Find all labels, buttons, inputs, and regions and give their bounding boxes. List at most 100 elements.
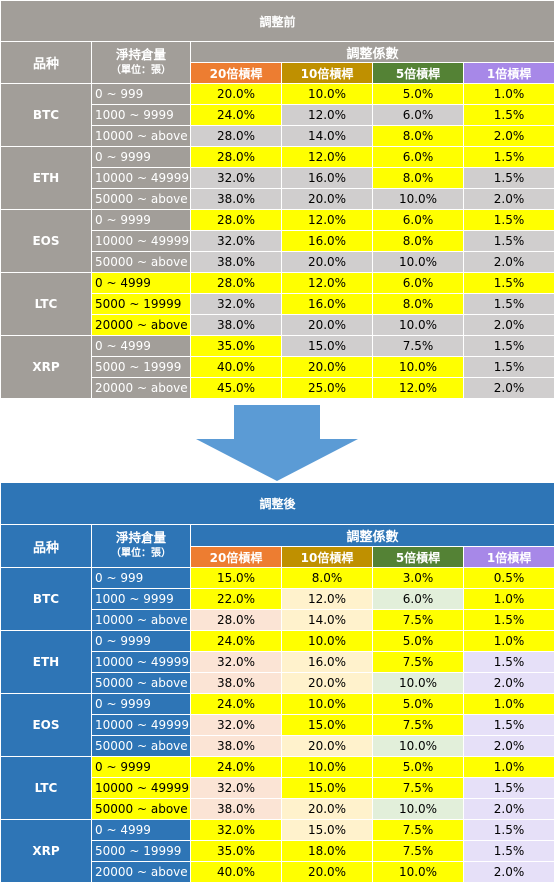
factor-value: 10.0%: [373, 189, 464, 210]
factor-value: 1.5%: [464, 778, 554, 799]
leverage-header: 5倍槓桿: [373, 63, 464, 84]
position-range: 5000 ~ 19999: [92, 841, 191, 862]
factor-value: 38.0%: [191, 673, 282, 694]
factor-value: 32.0%: [191, 168, 282, 189]
factor-value: 1.5%: [464, 652, 554, 673]
factor-value: 38.0%: [191, 799, 282, 820]
factor-value: 15.0%: [282, 715, 373, 736]
header-row: 品种淨持倉量（單位：張）調整係數: [1, 525, 554, 547]
before-title: 調整前: [1, 1, 554, 42]
factor-value: 10.0%: [282, 757, 373, 778]
factor-value: 14.0%: [282, 126, 373, 147]
position-range: 10000 ~ 49999: [92, 652, 191, 673]
coin-header: 品种: [1, 42, 92, 84]
factor-value: 0.5%: [464, 568, 554, 589]
factor-value: 10.0%: [373, 315, 464, 336]
coin-name: ETH: [1, 631, 92, 694]
factor-value: 8.0%: [373, 294, 464, 315]
factor-value: 1.5%: [464, 231, 554, 252]
factor-value: 1.0%: [464, 589, 554, 610]
position-range: 5000 ~ 19999: [92, 357, 191, 378]
factor-value: 28.0%: [191, 126, 282, 147]
leverage-header: 1倍槓桿: [464, 63, 554, 84]
factor-value: 1.5%: [464, 105, 554, 126]
factor-value: 32.0%: [191, 294, 282, 315]
factor-value: 10.0%: [373, 252, 464, 273]
after-title: 調整後: [1, 483, 554, 525]
position-range: 50000 ~ above: [92, 736, 191, 757]
factor-value: 32.0%: [191, 778, 282, 799]
factor-value: 15.0%: [191, 568, 282, 589]
position-range: 0 ~ 999: [92, 84, 191, 105]
position-range: 50000 ~ above: [92, 189, 191, 210]
position-header-label: 淨持倉量: [92, 47, 190, 63]
factor-value: 16.0%: [282, 168, 373, 189]
position-unit-label: （單位：張）: [92, 546, 190, 562]
coin-name: BTC: [1, 568, 92, 631]
factor-value: 2.0%: [464, 252, 554, 273]
factor-value: 1.5%: [464, 210, 554, 231]
position-range: 0 ~ 9999: [92, 147, 191, 168]
factor-value: 20.0%: [282, 252, 373, 273]
factor-value: 7.5%: [373, 778, 464, 799]
factor-value: 2.0%: [464, 736, 554, 757]
factor-value: 15.0%: [282, 336, 373, 357]
factor-value: 28.0%: [191, 610, 282, 631]
factor-value: 38.0%: [191, 189, 282, 210]
factor-value: 18.0%: [282, 841, 373, 862]
header-row: 品种淨持倉量（單位：張）調整係數: [1, 42, 554, 63]
leverage-header: 10倍槓桿: [282, 63, 373, 84]
coin-name: ETH: [1, 147, 92, 210]
factor-value: 7.5%: [373, 610, 464, 631]
factor-value: 15.0%: [282, 778, 373, 799]
factor-value: 6.0%: [373, 210, 464, 231]
factor-value: 28.0%: [191, 147, 282, 168]
factor-value: 35.0%: [191, 336, 282, 357]
factor-value: 7.5%: [373, 841, 464, 862]
coin-name: EOS: [1, 694, 92, 757]
factor-value: 12.0%: [282, 273, 373, 294]
factor-value: 20.0%: [282, 673, 373, 694]
factor-value: 38.0%: [191, 736, 282, 757]
factor-value: 1.0%: [464, 757, 554, 778]
coin-name: LTC: [1, 757, 92, 820]
factor-value: 5.0%: [373, 694, 464, 715]
position-range: 1000 ~ 9999: [92, 105, 191, 126]
factor-value: 40.0%: [191, 357, 282, 378]
coin-name: EOS: [1, 210, 92, 273]
position-range: 10000 ~ 49999: [92, 168, 191, 189]
factor-value: 8.0%: [373, 126, 464, 147]
factor-value: 10.0%: [282, 694, 373, 715]
factor-value: 16.0%: [282, 231, 373, 252]
factor-value: 16.0%: [282, 294, 373, 315]
factor-value: 1.5%: [464, 820, 554, 841]
factor-value: 2.0%: [464, 673, 554, 694]
position-header: 淨持倉量（單位：張）: [92, 42, 191, 84]
position-range: 20000 ~ above: [92, 862, 191, 883]
coin-name: BTC: [1, 84, 92, 147]
factor-value: 8.0%: [282, 568, 373, 589]
factor-value: 2.0%: [464, 126, 554, 147]
factor-value: 20.0%: [282, 862, 373, 883]
factor-value: 6.0%: [373, 273, 464, 294]
position-range: 5000 ~ 19999: [92, 294, 191, 315]
position-range: 20000 ~ above: [92, 315, 191, 336]
factor-value: 10.0%: [282, 84, 373, 105]
position-range: 0 ~ 9999: [92, 631, 191, 652]
factor-value: 14.0%: [282, 610, 373, 631]
factor-value: 1.5%: [464, 294, 554, 315]
factor-value: 7.5%: [373, 820, 464, 841]
factor-value: 1.5%: [464, 610, 554, 631]
coin-name: XRP: [1, 336, 92, 399]
title-row: 調整後: [1, 483, 554, 525]
position-range: 0 ~ 4999: [92, 273, 191, 294]
position-range: 10000 ~ 49999: [92, 715, 191, 736]
factor-value: 2.0%: [464, 189, 554, 210]
factor-value: 8.0%: [373, 168, 464, 189]
factor-value: 32.0%: [191, 231, 282, 252]
position-range: 0 ~ 4999: [92, 820, 191, 841]
factor-value: 1.0%: [464, 631, 554, 652]
factor-value: 1.5%: [464, 147, 554, 168]
